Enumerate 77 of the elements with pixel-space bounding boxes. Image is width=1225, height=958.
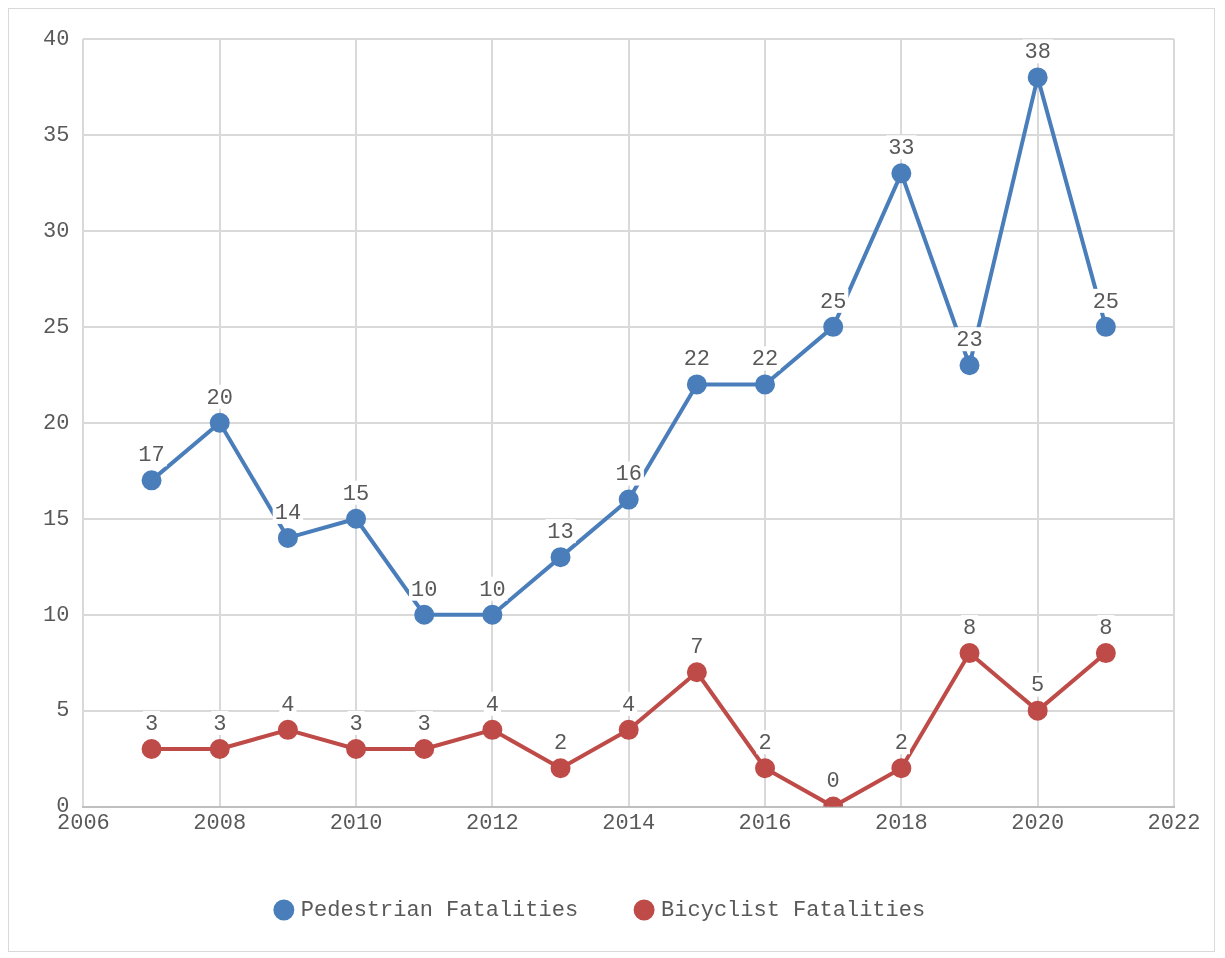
- data-label: 10: [479, 577, 506, 603]
- data-label: 17: [138, 443, 165, 469]
- x-tick-label: 2010: [329, 810, 383, 836]
- data-label: 2: [758, 731, 772, 757]
- point: [959, 643, 980, 664]
- point: [141, 739, 162, 760]
- data-label: 22: [683, 347, 711, 373]
- point: [141, 470, 162, 491]
- data-label: 3: [144, 711, 159, 737]
- y-tick-label: 40: [43, 26, 70, 52]
- x-tick-label: 2020: [1011, 810, 1065, 836]
- point: [823, 316, 844, 337]
- point: [277, 527, 298, 548]
- point: [618, 719, 639, 740]
- data-label: 33: [888, 136, 915, 162]
- point: [891, 758, 912, 779]
- point: [414, 739, 435, 760]
- data-label: 10: [411, 577, 438, 603]
- data-label: 38: [1024, 40, 1051, 66]
- point: [277, 719, 298, 740]
- point: [550, 758, 571, 779]
- point: [482, 604, 503, 625]
- point: [550, 547, 571, 568]
- x-tick-label: 2008: [193, 810, 247, 836]
- data-label: 3: [349, 711, 363, 737]
- data-label: 23: [956, 328, 983, 354]
- data-label: 3: [417, 711, 431, 737]
- data-label: 4: [281, 692, 295, 718]
- data-label: 16: [615, 462, 642, 488]
- y-tick-label: 5: [56, 698, 70, 724]
- point: [755, 758, 776, 779]
- point: [891, 163, 912, 184]
- y-tick-label: 30: [43, 218, 70, 244]
- data-label: 8: [962, 615, 977, 641]
- point: [346, 508, 367, 529]
- data-label: 25: [819, 289, 847, 315]
- data-label: 15: [342, 481, 370, 507]
- data-label: 3: [213, 711, 227, 737]
- point: [755, 374, 776, 395]
- data-label: 7: [690, 635, 704, 661]
- point: [618, 489, 639, 510]
- x-tick-label: 2012: [465, 810, 519, 836]
- point: [1027, 700, 1048, 721]
- point: [482, 719, 503, 740]
- point: [686, 374, 707, 395]
- y-tick-label: 35: [43, 122, 70, 148]
- point: [686, 662, 707, 683]
- legend-label: Pedestrian Fatalities: [300, 897, 579, 923]
- data-label: 14: [274, 500, 302, 526]
- point: [209, 412, 230, 433]
- point: [1095, 643, 1116, 664]
- x-tick-label: 2022: [1147, 810, 1201, 836]
- data-label: 13: [547, 519, 574, 545]
- point: [959, 355, 980, 376]
- point: [1095, 316, 1116, 337]
- point: [209, 739, 230, 760]
- data-label: 20: [206, 385, 233, 411]
- data-label: 4: [485, 692, 499, 718]
- data-label: 2: [894, 731, 908, 757]
- y-tick-label: 10: [43, 602, 70, 628]
- data-label: 4: [622, 692, 636, 718]
- point: [414, 604, 435, 625]
- y-tick-label: 20: [43, 410, 70, 436]
- x-tick-label: 2018: [874, 810, 928, 836]
- data-label: 8: [1099, 615, 1113, 641]
- legend-label: Bicyclist Fatalities: [661, 897, 926, 923]
- data-label: 5: [1031, 673, 1045, 699]
- point: [346, 739, 367, 760]
- data-label: 2: [553, 731, 568, 757]
- x-tick-label: 2014: [602, 810, 656, 836]
- x-tick-label: 2016: [738, 810, 792, 836]
- data-label: 0: [826, 769, 840, 795]
- y-tick-label: 25: [43, 314, 70, 340]
- point: [1027, 67, 1048, 88]
- data-label: 25: [1092, 289, 1120, 315]
- data-label: 22: [751, 347, 779, 373]
- y-tick-label: 15: [43, 506, 70, 532]
